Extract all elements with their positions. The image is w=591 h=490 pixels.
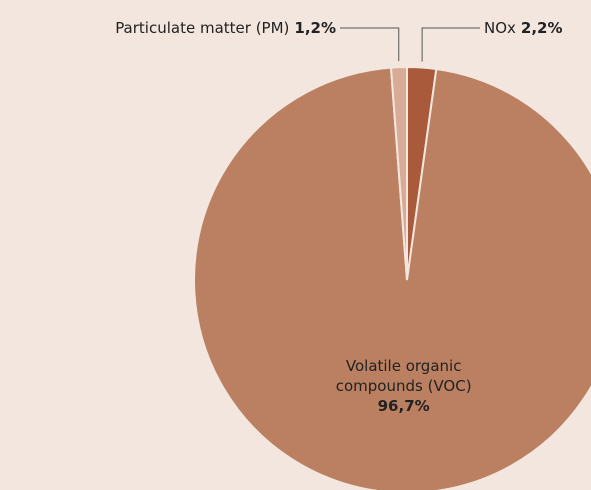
pie-slice — [193, 66, 591, 490]
slice-label: Volatile organic compounds (VOC) 96,7% — [314, 356, 494, 416]
slice-label: NOx 2,2% — [484, 19, 563, 37]
category-name: Particulate matter (PM) — [115, 19, 289, 37]
slice-label: Particulate matter (PM) 1,2% — [115, 19, 336, 37]
value-label: 96,7% — [377, 397, 430, 416]
category-name: Volatile organic compounds (VOC) — [335, 357, 472, 396]
value-label: 1,2% — [294, 19, 336, 37]
value-label: 2,2% — [521, 19, 563, 37]
category-name: NOx — [484, 19, 516, 37]
leader-line — [421, 27, 480, 62]
pie-slice — [389, 65, 408, 281]
leader-line — [340, 27, 400, 62]
